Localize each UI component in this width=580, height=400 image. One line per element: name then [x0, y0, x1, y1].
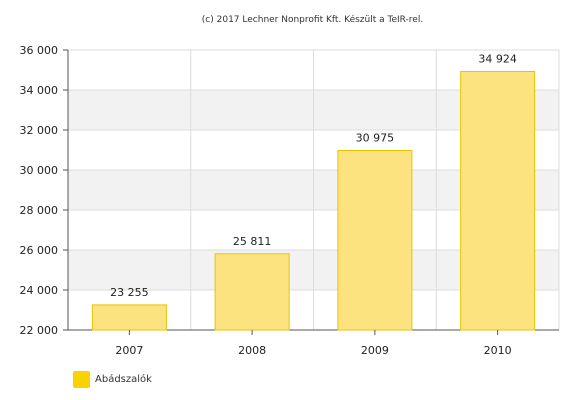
data-label-2009: 30 975: [356, 132, 395, 145]
y-axis-ticks: 22 000 24 000 26 000 28 000 30 000 32 000 34 0…: [20, 44, 68, 337]
y-tick-label: 30 000: [20, 164, 59, 177]
x-axis-ticks: 2007 2008 2009 2010: [115, 330, 512, 357]
y-tick-label: 24 000: [20, 284, 59, 297]
chart-credit: (c) 2017 Lechner Nonprofit Kft. Készült …: [201, 15, 424, 25]
y-tick-label: 28 000: [20, 204, 59, 217]
bar-2008: [214, 253, 290, 331]
bars: [91, 71, 536, 331]
data-labels: 23 255 25 811 30 975 34 924: [110, 53, 517, 299]
x-tick-label-2010: 2010: [484, 344, 512, 357]
x-tick-label-2007: 2007: [115, 344, 143, 357]
legend-swatch: [73, 371, 90, 388]
data-label-2008: 25 811: [233, 235, 272, 248]
data-label-2010: 34 924: [478, 53, 517, 66]
legend: Abádszalók: [73, 371, 152, 388]
data-label-2007: 23 255: [110, 286, 149, 299]
bar-2009: [337, 150, 413, 331]
y-tick-label: 34 000: [20, 84, 59, 97]
bar-2010: [460, 71, 536, 331]
x-tick-label-2009: 2009: [361, 344, 389, 357]
y-tick-label: 32 000: [20, 124, 59, 137]
legend-label: Abádszalók: [95, 374, 152, 385]
y-tick-label: 36 000: [20, 44, 59, 57]
y-tick-label: 22 000: [20, 324, 59, 337]
y-tick-label: 26 000: [20, 244, 59, 257]
bar-2007: [91, 304, 167, 331]
x-tick-label-2008: 2008: [238, 344, 266, 357]
